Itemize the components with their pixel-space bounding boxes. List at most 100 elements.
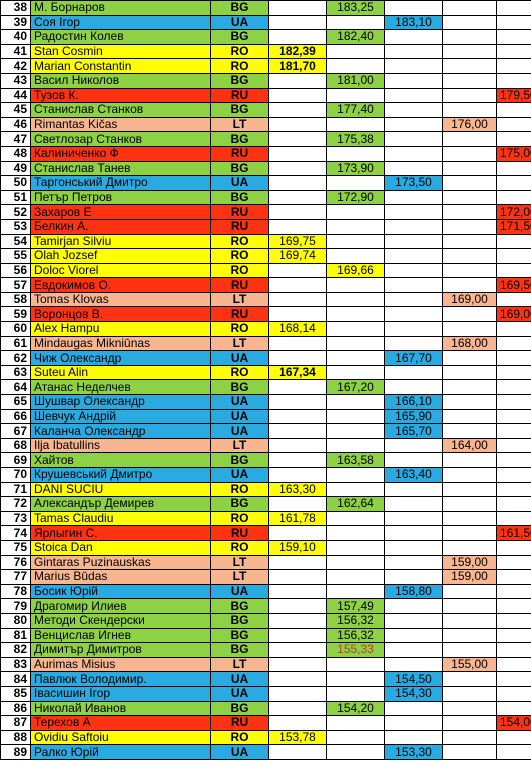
empty-cell xyxy=(496,408,531,425)
score-cell: 179,50 xyxy=(496,87,531,104)
empty-cell xyxy=(442,350,497,366)
empty-cell xyxy=(268,598,327,614)
athlete-name: Marian Constantin xyxy=(30,58,211,74)
table-row: 75 Stoica Dan RO 159,10 xyxy=(0,539,531,556)
country-code: UA xyxy=(210,175,269,191)
country-code: RO xyxy=(210,43,269,60)
empty-cell xyxy=(496,160,531,177)
empty-cell xyxy=(384,510,443,527)
empty-cell xyxy=(496,350,531,366)
country-code: UA xyxy=(210,744,269,760)
athlete-name: Методи Скендерски xyxy=(30,612,211,629)
empty-cell xyxy=(384,306,443,323)
table-row: 55 Olah Jozsef RO 169,74 xyxy=(0,248,531,264)
empty-cell xyxy=(496,116,531,133)
country-code: RU xyxy=(210,145,269,162)
athlete-name: Ярлыгин С. xyxy=(30,525,211,541)
empty-cell xyxy=(442,452,497,468)
empty-cell xyxy=(442,14,497,31)
table-row: 49 Станислав Танев BG 173,90 xyxy=(0,160,531,177)
row-number: 44 xyxy=(0,87,31,104)
empty-cell xyxy=(268,685,327,702)
row-number: 84 xyxy=(0,671,31,687)
country-code: RU xyxy=(210,218,269,235)
country-code: RU xyxy=(210,87,269,104)
empty-cell xyxy=(442,131,497,147)
empty-cell xyxy=(496,729,531,746)
athlete-name: Васил Николов xyxy=(30,72,211,89)
country-code: BG xyxy=(210,598,269,614)
empty-cell xyxy=(268,87,327,104)
empty-cell xyxy=(442,87,497,104)
row-number: 59 xyxy=(0,306,31,323)
empty-cell xyxy=(268,379,327,396)
empty-cell xyxy=(442,729,497,746)
empty-cell xyxy=(326,715,385,731)
athlete-name: Tamas Claudiu xyxy=(30,510,211,527)
empty-cell xyxy=(496,598,531,614)
score-cell: 167,34 xyxy=(268,364,327,381)
empty-cell xyxy=(384,189,443,206)
empty-cell xyxy=(268,189,327,206)
empty-cell xyxy=(442,321,497,337)
empty-cell xyxy=(384,715,443,731)
row-number: 62 xyxy=(0,350,31,366)
empty-cell xyxy=(496,131,531,147)
empty-cell xyxy=(268,262,327,279)
country-code: RO xyxy=(210,481,269,498)
table-row: 39 Соя Ігор UA 183,10 xyxy=(0,14,531,31)
country-code: BG xyxy=(210,0,269,16)
country-code: RO xyxy=(210,539,269,556)
empty-cell xyxy=(268,277,327,293)
athlete-name: Tomas Klovas xyxy=(30,291,211,308)
country-code: RU xyxy=(210,277,269,293)
athlete-name: Терехов А xyxy=(30,715,211,731)
empty-cell xyxy=(442,715,497,731)
athlete-name: Николай Иванов xyxy=(30,700,211,717)
row-number: 72 xyxy=(0,496,31,512)
empty-cell xyxy=(326,87,385,104)
score-cell: 181,00 xyxy=(326,72,385,89)
row-number: 75 xyxy=(0,539,31,556)
athlete-name: Таргонський Дмитро xyxy=(30,175,211,191)
row-number: 60 xyxy=(0,321,31,337)
table-row: 50 Таргонський Дмитро UA 173,50 xyxy=(0,175,531,191)
table-row: 84 Павлюк Володимир. UA 154,50 xyxy=(0,671,531,687)
country-code: UA xyxy=(210,467,269,483)
empty-cell xyxy=(326,685,385,702)
score-cell: 165,90 xyxy=(384,408,443,425)
empty-cell xyxy=(496,437,531,454)
empty-cell xyxy=(496,43,531,60)
score-cell: 161,78 xyxy=(268,510,327,527)
empty-cell xyxy=(496,642,531,658)
table-row: 86 Николай Иванов BG 154,20 xyxy=(0,700,531,717)
country-code: LT xyxy=(210,569,269,585)
table-row: 71 DANI SUCIU RO 163,30 xyxy=(0,481,531,498)
score-cell: 173,90 xyxy=(326,160,385,177)
empty-cell xyxy=(496,394,531,410)
empty-cell xyxy=(442,248,497,264)
row-number: 82 xyxy=(0,642,31,658)
empty-cell xyxy=(384,233,443,250)
empty-cell xyxy=(496,554,531,571)
country-code: RO xyxy=(210,248,269,264)
country-code: BG xyxy=(210,72,269,89)
athlete-name: Шушвар Олександр xyxy=(30,394,211,410)
empty-cell xyxy=(268,642,327,658)
country-code: BG xyxy=(210,700,269,717)
athlete-name: Ilja Ibatullins xyxy=(30,437,211,454)
empty-cell xyxy=(326,554,385,571)
row-number: 57 xyxy=(0,277,31,293)
empty-cell xyxy=(442,204,497,220)
empty-cell xyxy=(442,394,497,410)
empty-cell xyxy=(496,510,531,527)
table-row: 80 Методи Скендерски BG 156,32 xyxy=(0,612,531,629)
score-cell: 163,40 xyxy=(384,467,443,483)
athlete-name: Чиж Олександр xyxy=(30,350,211,366)
table-row: 41 Stan Cosmin RO 182,39 xyxy=(0,43,531,60)
empty-cell xyxy=(268,627,327,644)
country-code: BG xyxy=(210,131,269,147)
